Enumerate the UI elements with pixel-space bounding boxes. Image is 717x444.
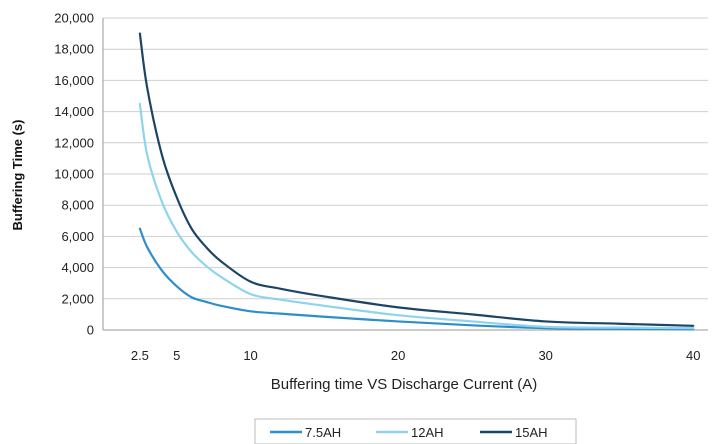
y-tick-label: 8,000 bbox=[61, 198, 94, 213]
x-tick-label: 5 bbox=[173, 348, 180, 363]
x-tick-label: 10 bbox=[243, 348, 257, 363]
y-tick-labels: 0 2,000 4,000 6,000 8,000 10,000 12,000 14,000 1… bbox=[54, 11, 94, 338]
x-tick-label: 40 bbox=[686, 348, 700, 363]
y-tick-label: 12,000 bbox=[54, 135, 94, 150]
y-tick-label: 4,000 bbox=[61, 260, 94, 275]
axes bbox=[102, 18, 708, 331]
x-tick-label: 30 bbox=[538, 348, 552, 363]
x-tick-label: 20 bbox=[391, 348, 405, 363]
legend-label: 15AH bbox=[515, 425, 548, 440]
y-tick-label: 14,000 bbox=[54, 104, 94, 119]
x-axis-label: Buffering time VS Discharge Current (A) bbox=[271, 376, 538, 393]
legend-label: 12AH bbox=[411, 425, 444, 440]
series-line-7.5ah bbox=[138, 227, 695, 331]
x-tick-label: 2.5 bbox=[131, 348, 149, 363]
y-tick-label: 2,000 bbox=[61, 291, 94, 306]
legend-label: 7.5AH bbox=[305, 425, 341, 440]
legend-box bbox=[254, 418, 577, 444]
y-tick-label: 16,000 bbox=[54, 73, 94, 88]
legend: 7.5AH 12AH 15AH bbox=[254, 418, 577, 444]
y-tick-label: 0 bbox=[87, 323, 94, 338]
y-axis-label: Buffering Time (s) bbox=[10, 120, 25, 231]
series-lines bbox=[138, 32, 695, 331]
y-tick-label: 10,000 bbox=[54, 167, 94, 182]
series-line-15ah bbox=[138, 32, 695, 327]
x-tick-labels: 2.5 5 10 20 30 40 bbox=[131, 348, 701, 363]
y-tick-label: 18,000 bbox=[54, 42, 94, 57]
series-line-12ah bbox=[138, 102, 695, 330]
gridlines bbox=[103, 17, 708, 300]
y-tick-label: 6,000 bbox=[61, 229, 94, 244]
y-tick-label: 20,000 bbox=[54, 11, 94, 26]
